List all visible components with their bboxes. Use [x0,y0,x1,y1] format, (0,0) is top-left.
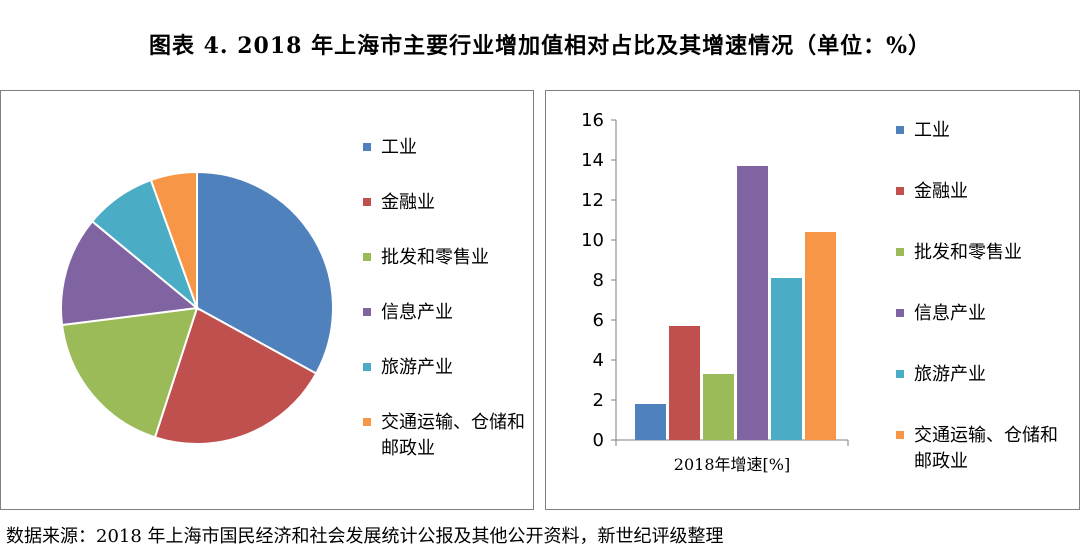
bar-legend-item: 交通运输、仓储和邮政业 [896,423,1064,475]
y-tick-label: 0 [593,430,604,451]
pie-legend-swatch [363,253,371,261]
pie-legend-label: 旅游产业 [381,357,453,378]
bar [771,278,802,440]
bar-legend-label: 工业 [914,120,950,141]
pie-legend-swatch [363,308,371,316]
bar-legend-label: 交通运输、仓储和邮政业 [914,425,1058,472]
pie-legend-item: 旅游产业 [363,355,531,381]
bar-legend-label: 金融业 [914,181,968,202]
pie-legend-item: 交通运输、仓储和邮政业 [363,410,531,462]
pie-legend-swatch [363,143,371,151]
pie-legend-swatch [363,363,371,371]
bar [669,326,700,440]
bar-chart-panel: 0 2 4 6 8 10 12 14 16 2018年增速[%] 工业金融业批发和零售业 信息产业旅… [545,90,1080,510]
bar-legend-item: 信息产业 [896,301,1064,327]
pie-legend-label: 批发和零售业 [381,247,489,268]
pie-legend-item: 工业 [363,135,531,161]
bar [635,404,666,440]
bar [805,232,836,440]
y-tick-label: 6 [593,310,604,331]
pie-slice [153,306,318,445]
bar-legend-label: 旅游产业 [914,364,986,385]
pie-chart [60,170,334,445]
pie-legend-label: 信息产业 [381,302,453,323]
pie-chart-panel: 工业金融业批发和零售业 信息产业旅游产业交通运输、仓储和邮政业 [0,90,534,510]
bar-legend: 工业金融业批发和零售业 信息产业旅游产业交通运输、仓储和邮政业 [896,118,1064,510]
bar-legend-swatch [896,248,904,256]
bar-legend-label: 信息产业 [914,303,986,324]
pie-legend-label: 交通运输、仓储和邮政业 [381,412,525,459]
y-tick-label: 16 [581,110,604,131]
x-category-label: 2018年增速[%] [674,455,790,474]
bar-legend-swatch [896,309,904,317]
y-tick-label: 4 [593,350,604,371]
pie-legend-item: 批发和零售业 [363,245,531,271]
bar-legend-item: 批发和零售业 [896,240,1064,266]
bar-legend-swatch [896,126,904,134]
pie-slice [149,170,198,309]
pie-legend-label: 金融业 [381,192,435,213]
pie-slice [60,219,200,327]
bar-legend-item: 工业 [896,118,1064,144]
bar-legend-swatch [896,431,904,439]
pie-legend: 工业金融业批发和零售业 信息产业旅游产业交通运输、仓储和邮政业 [363,135,531,491]
pie-legend-label: 工业 [381,137,417,158]
pie-slice [60,306,199,439]
chart-title: 图表 4. 2018 年上海市主要行业增加值相对占比及其增速情况（单位：%） [148,33,932,59]
bar-legend-label: 批发和零售业 [914,242,1022,263]
y-tick-label: 8 [593,270,604,291]
bar [737,166,768,440]
pie-legend-swatch [363,198,371,206]
y-tick-label: 12 [581,190,604,211]
y-tick-label: 10 [581,230,604,251]
y-tick-label: 14 [581,150,604,171]
bar-legend-swatch [896,370,904,378]
y-tick-label: 2 [593,390,604,411]
bar-legend-item: 旅游产业 [896,362,1064,388]
bar-chart: 0 2 4 6 8 10 12 14 16 2018年增速[%] [581,110,849,474]
bar [703,374,734,440]
source-note: 数据来源：2018 年上海市国民经济和社会发展统计公报及其他公开资料，新世纪评级… [6,526,724,547]
pie-legend-item: 信息产业 [363,300,531,326]
bar-legend-item: 金融业 [896,179,1064,205]
bar-legend-swatch [896,187,904,195]
pie-slice [196,170,334,375]
pie-legend-item: 金融业 [363,190,531,216]
pie-legend-swatch [363,418,371,426]
